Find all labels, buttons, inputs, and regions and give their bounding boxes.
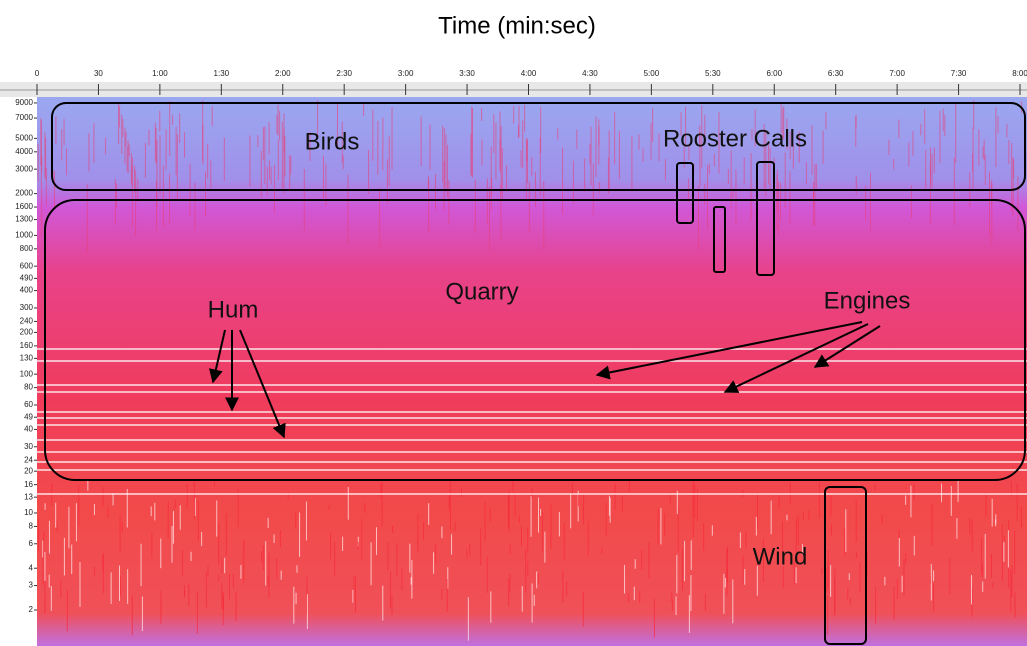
- annotation: Hum: [208, 296, 259, 323]
- arrow: [813, 325, 881, 368]
- frequency-tick-label: 60: [24, 400, 33, 409]
- rooster-box: [756, 161, 775, 276]
- time-tick-label: 3:30: [459, 69, 475, 78]
- annotation: Quarry: [445, 278, 518, 305]
- arrow: [723, 323, 869, 393]
- frequency-tick-label: 13: [24, 492, 33, 501]
- rooster-box: [713, 206, 726, 273]
- frequency-tick-label: 160: [20, 341, 34, 350]
- frequency-tick-label: 3: [29, 581, 34, 590]
- birds-box: [51, 102, 1026, 191]
- frequency-tick-label: 80: [24, 383, 33, 392]
- time-tick-label: 3:00: [398, 69, 414, 78]
- frequency-tick-label: 30: [24, 442, 33, 451]
- spectrogram: [37, 97, 1027, 646]
- rooster-box: [676, 162, 694, 224]
- frequency-tick-label: 10: [24, 508, 33, 517]
- frequency-tick-label: 24: [24, 455, 33, 464]
- frequency-tick-label: 3000: [15, 164, 33, 173]
- annotation-shapes: [44, 102, 1026, 645]
- annotation: Engines: [824, 287, 911, 314]
- time-tick-label: 6:00: [766, 69, 782, 78]
- time-tick-label: 30: [94, 69, 103, 78]
- frequency-tick-label: 4: [29, 563, 34, 572]
- arrow: [239, 329, 286, 439]
- wind-box: [824, 486, 867, 645]
- frequency-tick-label: 1300: [15, 215, 33, 224]
- frequency-tick-label: 40: [24, 425, 33, 434]
- time-tick-label: 5:00: [644, 69, 660, 78]
- arrow: [209, 329, 226, 384]
- frequency-tick-label: 2000: [15, 189, 33, 198]
- quarry-box: [44, 199, 1026, 481]
- annotation: Wind: [753, 543, 808, 570]
- time-tick-label: 8:00: [1012, 69, 1027, 78]
- time-tick-label: 7:30: [951, 69, 967, 78]
- time-tick-label: 2:00: [275, 69, 291, 78]
- frequency-tick-label: 6: [29, 539, 34, 548]
- frequency-tick-label: 7000: [15, 113, 33, 122]
- frequency-tick-label: 100: [20, 369, 34, 378]
- time-tick-label: 5:30: [705, 69, 721, 78]
- time-tick-label: 6:30: [828, 69, 844, 78]
- axis-ticks: 0 30 1:00 1:30 2:00 2:30 3:00 3:30 4:00 4:30 5:00 5…: [15, 69, 1027, 614]
- frequency-tick-label: 4000: [15, 147, 33, 156]
- spectrogram-texture: [37, 100, 1027, 641]
- time-tick-label: 2:30: [336, 69, 352, 78]
- time-tick-label: 1:30: [214, 69, 230, 78]
- time-tick-label: 1:00: [152, 69, 168, 78]
- time-tick-label: 0: [35, 69, 40, 78]
- time-tick-label: 4:30: [582, 69, 598, 78]
- annotation: Birds: [305, 128, 360, 155]
- frequency-tick-label: 8: [29, 522, 34, 531]
- annotation: Rooster Calls: [663, 125, 807, 152]
- axis-title: Time (min:sec): [438, 12, 596, 39]
- frequency-tick-label: 200: [20, 328, 34, 337]
- frequency-tick-label: 1600: [15, 202, 33, 211]
- frequency-tick-label: 5000: [15, 133, 33, 142]
- frequency-tick-label: 9000: [15, 98, 33, 107]
- frequency-tick-label: 800: [20, 244, 34, 253]
- frequency-tick-label: 300: [20, 303, 34, 312]
- frequency-tick-label: 2: [29, 605, 34, 614]
- arrow: [595, 321, 863, 380]
- frequency-tick-label: 490: [20, 273, 34, 282]
- time-tick-label: 4:00: [521, 69, 537, 78]
- time-tick-label: 7:00: [889, 69, 905, 78]
- frequency-tick-label: 600: [20, 261, 34, 270]
- frequency-tick-label: 400: [20, 286, 34, 295]
- frequency-tick-label: 49: [24, 412, 33, 421]
- frequency-tick-label: 16: [24, 480, 33, 489]
- frequency-tick-label: 240: [20, 317, 34, 326]
- frequency-tick-label: 130: [20, 353, 34, 362]
- frequency-tick-label: 1000: [15, 230, 33, 239]
- frequency-tick-label: 20: [24, 466, 33, 475]
